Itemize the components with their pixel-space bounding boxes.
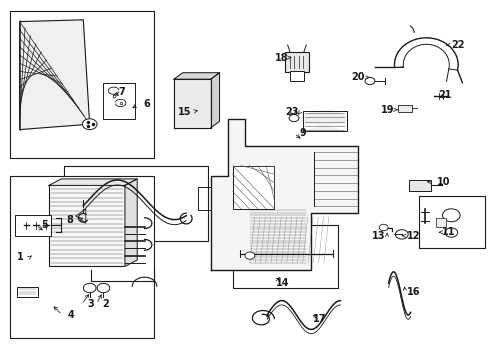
- Text: 8: 8: [66, 215, 73, 225]
- Text: 14: 14: [276, 278, 290, 288]
- Circle shape: [245, 252, 255, 259]
- Polygon shape: [174, 73, 220, 79]
- Bar: [233, 166, 274, 209]
- Circle shape: [442, 209, 460, 222]
- Text: 11: 11: [441, 227, 455, 237]
- Circle shape: [97, 283, 110, 293]
- Polygon shape: [211, 119, 358, 270]
- Text: 1: 1: [17, 252, 24, 262]
- Bar: [419, 196, 485, 248]
- Text: 9: 9: [299, 128, 306, 138]
- Text: 4: 4: [68, 310, 74, 320]
- Bar: [436, 218, 446, 227]
- Polygon shape: [20, 20, 90, 130]
- Text: 2: 2: [102, 299, 109, 309]
- Bar: [285, 52, 309, 72]
- Text: 6: 6: [144, 99, 150, 109]
- Bar: [17, 287, 38, 297]
- Circle shape: [289, 114, 299, 122]
- Bar: [10, 11, 154, 158]
- Polygon shape: [211, 73, 220, 128]
- Text: 18: 18: [275, 53, 289, 63]
- Text: 15: 15: [177, 107, 191, 117]
- Polygon shape: [303, 111, 347, 131]
- Polygon shape: [76, 209, 86, 223]
- Text: 19: 19: [381, 105, 395, 115]
- Text: 7: 7: [118, 87, 125, 97]
- Polygon shape: [49, 179, 137, 185]
- Bar: [409, 180, 431, 191]
- Bar: [10, 176, 154, 338]
- Text: 3: 3: [87, 299, 94, 309]
- Text: 10: 10: [437, 177, 450, 187]
- Polygon shape: [125, 179, 137, 266]
- Bar: [233, 225, 338, 288]
- Text: 5: 5: [42, 220, 49, 230]
- Text: 20: 20: [351, 72, 365, 82]
- Bar: [15, 215, 51, 236]
- Text: 13: 13: [371, 231, 385, 241]
- Text: 12: 12: [407, 231, 421, 241]
- Text: 16: 16: [407, 287, 421, 297]
- Polygon shape: [174, 79, 211, 128]
- Text: 23: 23: [285, 107, 298, 117]
- Bar: [49, 185, 125, 266]
- Bar: [64, 166, 208, 241]
- Circle shape: [445, 228, 458, 237]
- Circle shape: [82, 119, 97, 130]
- Circle shape: [395, 230, 408, 239]
- Text: 17: 17: [313, 314, 327, 324]
- Circle shape: [83, 283, 96, 293]
- Circle shape: [365, 77, 375, 85]
- Bar: [398, 105, 412, 112]
- Text: 21: 21: [438, 90, 452, 100]
- Text: 22: 22: [451, 40, 465, 50]
- Bar: [290, 71, 304, 81]
- Bar: [103, 83, 135, 119]
- Circle shape: [379, 224, 388, 231]
